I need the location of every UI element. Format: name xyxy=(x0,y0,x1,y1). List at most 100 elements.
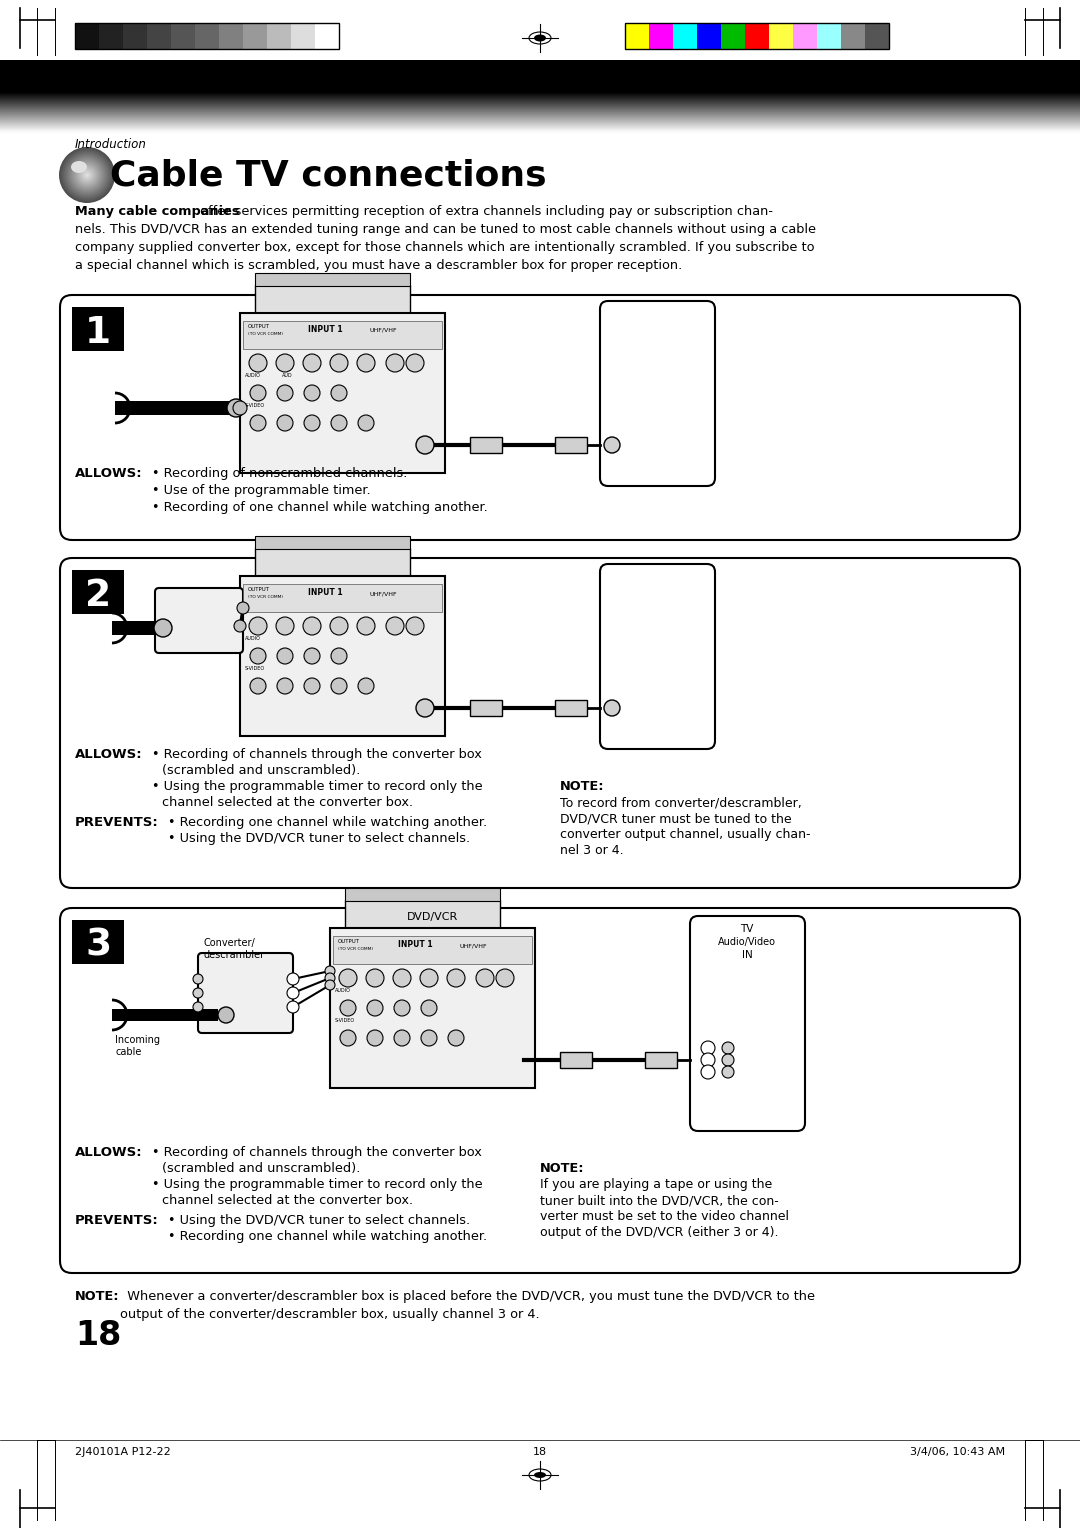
Text: IN: IN xyxy=(742,950,753,960)
Circle shape xyxy=(416,435,434,454)
Circle shape xyxy=(416,698,434,717)
Circle shape xyxy=(72,160,102,189)
Text: nels. This DVD/VCR has an extended tuning range and can be tuned to most cable c: nels. This DVD/VCR has an extended tunin… xyxy=(75,223,816,235)
Bar xyxy=(745,23,769,49)
Bar xyxy=(649,23,673,49)
Text: • Recording one channel while watching another.: • Recording one channel while watching a… xyxy=(168,816,487,830)
Text: channel selected at the converter box.: channel selected at the converter box. xyxy=(162,796,414,808)
Circle shape xyxy=(448,1030,464,1047)
Circle shape xyxy=(393,969,411,987)
Circle shape xyxy=(303,416,320,431)
Text: OUTPUT: OUTPUT xyxy=(248,587,270,591)
Text: S-VIDEO: S-VIDEO xyxy=(335,1018,355,1024)
Text: 18: 18 xyxy=(532,1447,548,1458)
Circle shape xyxy=(325,979,335,990)
Circle shape xyxy=(701,1065,715,1079)
Circle shape xyxy=(73,160,102,189)
Circle shape xyxy=(249,354,267,371)
FancyBboxPatch shape xyxy=(690,915,805,1131)
FancyBboxPatch shape xyxy=(60,908,1020,1273)
Text: company supplied converter box, except for those channels which are intentionall: company supplied converter box, except f… xyxy=(75,241,814,254)
Circle shape xyxy=(67,154,107,196)
Circle shape xyxy=(330,416,347,431)
Bar xyxy=(330,927,535,1088)
Circle shape xyxy=(447,969,465,987)
Text: UHF/VHF: UHF/VHF xyxy=(370,329,397,333)
Circle shape xyxy=(276,416,293,431)
Text: Converter/: Converter/ xyxy=(203,938,255,947)
Circle shape xyxy=(77,165,97,185)
Circle shape xyxy=(723,1042,734,1054)
Circle shape xyxy=(84,173,90,177)
Text: 3: 3 xyxy=(85,927,111,964)
Bar xyxy=(673,23,697,49)
Circle shape xyxy=(421,999,437,1016)
Circle shape xyxy=(366,969,384,987)
FancyBboxPatch shape xyxy=(156,588,243,652)
Circle shape xyxy=(330,354,348,371)
Bar xyxy=(470,437,502,452)
Circle shape xyxy=(421,1030,437,1047)
Bar xyxy=(333,937,532,964)
Circle shape xyxy=(357,354,375,371)
Text: 2J40101A P12-22: 2J40101A P12-22 xyxy=(75,1447,171,1458)
Text: To record from converter/descrambler,: To record from converter/descrambler, xyxy=(561,796,801,808)
Circle shape xyxy=(276,354,294,371)
Circle shape xyxy=(193,973,203,984)
Circle shape xyxy=(249,678,266,694)
Text: • Recording of channels through the converter box: • Recording of channels through the conv… xyxy=(152,1146,482,1160)
Bar xyxy=(0,60,1080,92)
Bar xyxy=(147,23,171,49)
Bar xyxy=(171,23,195,49)
Text: Cable TV connections: Cable TV connections xyxy=(110,157,546,193)
Text: Introduction: Introduction xyxy=(75,138,147,151)
Circle shape xyxy=(357,416,374,431)
Circle shape xyxy=(330,385,347,400)
Circle shape xyxy=(340,999,356,1016)
Circle shape xyxy=(59,147,114,203)
Text: 3/4/06, 10:43 AM: 3/4/06, 10:43 AM xyxy=(909,1447,1005,1458)
Circle shape xyxy=(65,153,109,197)
FancyBboxPatch shape xyxy=(600,301,715,486)
Circle shape xyxy=(81,170,93,180)
Circle shape xyxy=(325,966,335,976)
Bar xyxy=(72,307,124,351)
Bar xyxy=(769,23,793,49)
Bar xyxy=(255,274,410,286)
Circle shape xyxy=(701,1053,715,1067)
Bar xyxy=(99,23,123,49)
Text: (TO VCR COMM): (TO VCR COMM) xyxy=(248,332,283,336)
Circle shape xyxy=(83,171,91,179)
Circle shape xyxy=(604,437,620,452)
Circle shape xyxy=(406,354,424,371)
Text: TV: TV xyxy=(740,924,754,934)
Bar xyxy=(255,536,410,549)
Text: (scrambled and unscrambled).: (scrambled and unscrambled). xyxy=(162,1161,361,1175)
Circle shape xyxy=(357,617,375,636)
Bar xyxy=(555,437,588,452)
Bar xyxy=(555,700,588,717)
Text: Incoming: Incoming xyxy=(114,1034,160,1045)
Text: a special channel which is scrambled, you must have a descrambler box for proper: a special channel which is scrambled, yo… xyxy=(75,260,683,272)
Circle shape xyxy=(394,1030,410,1047)
Text: AUDIO: AUDIO xyxy=(335,989,351,993)
Text: • Using the programmable timer to record only the: • Using the programmable timer to record… xyxy=(152,779,483,793)
Bar xyxy=(72,570,124,614)
Circle shape xyxy=(85,173,89,177)
Circle shape xyxy=(60,150,113,202)
Circle shape xyxy=(75,162,100,188)
Text: DVD/VCR tuner must be tuned to the: DVD/VCR tuner must be tuned to the xyxy=(561,811,792,825)
Circle shape xyxy=(63,151,111,199)
Bar xyxy=(114,400,230,416)
FancyBboxPatch shape xyxy=(60,295,1020,539)
Circle shape xyxy=(367,999,383,1016)
Circle shape xyxy=(78,167,96,183)
Bar xyxy=(841,23,865,49)
Circle shape xyxy=(701,1041,715,1054)
Text: NOTE:: NOTE: xyxy=(75,1290,120,1303)
Bar xyxy=(793,23,816,49)
Bar xyxy=(255,286,410,313)
Text: (scrambled and unscrambled).: (scrambled and unscrambled). xyxy=(162,764,361,778)
Circle shape xyxy=(276,648,293,665)
Text: channel selected at the converter box.: channel selected at the converter box. xyxy=(162,1193,414,1207)
